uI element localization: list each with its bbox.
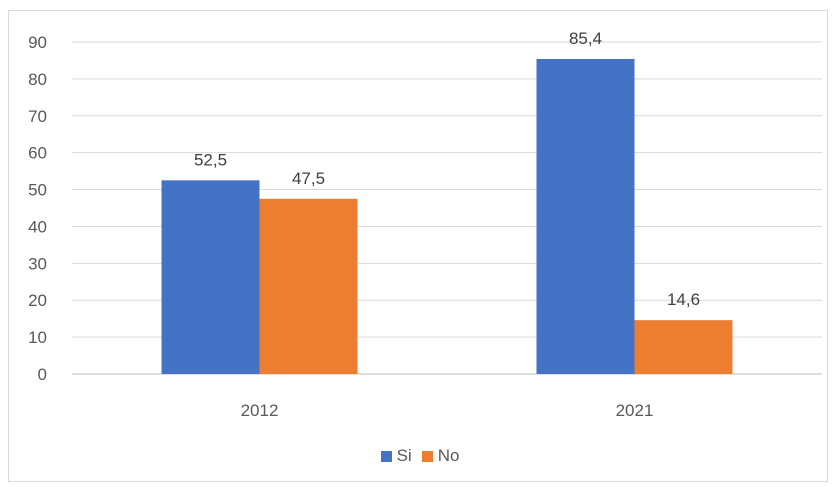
chart-frame [8, 10, 828, 482]
legend-item-no: No [421, 446, 460, 466]
y-tick-label: 10 [28, 328, 47, 347]
legend-swatch-si [380, 450, 392, 462]
y-tick-label: 20 [28, 291, 47, 310]
x-tick-label: 2012 [241, 401, 279, 420]
data-label: 47,5 [292, 169, 325, 188]
y-tick-label: 40 [28, 217, 47, 236]
y-tick-label: 90 [28, 33, 47, 52]
y-tick-label: 30 [28, 254, 47, 273]
y-tick-label: 0 [38, 365, 47, 384]
legend-label-si: Si [396, 446, 412, 465]
legend-swatch-no [421, 450, 433, 462]
data-label: 52,5 [194, 150, 227, 169]
bar-si-2021 [536, 58, 635, 375]
x-tick-label: 2021 [616, 401, 654, 420]
y-tick-label: 50 [28, 181, 47, 200]
bar-no-2012 [259, 198, 358, 374]
y-tick-label: 60 [28, 144, 47, 163]
bar-no-2021 [634, 320, 733, 374]
data-label: 14,6 [667, 290, 700, 309]
y-tick-label: 80 [28, 70, 47, 89]
data-label: 85,4 [569, 29, 602, 48]
legend-item-si: Si [380, 446, 412, 466]
legend: Si No [0, 446, 840, 466]
bar-si-2012 [161, 180, 260, 374]
y-tick-label: 70 [28, 107, 47, 126]
legend-label-no: No [437, 446, 460, 465]
